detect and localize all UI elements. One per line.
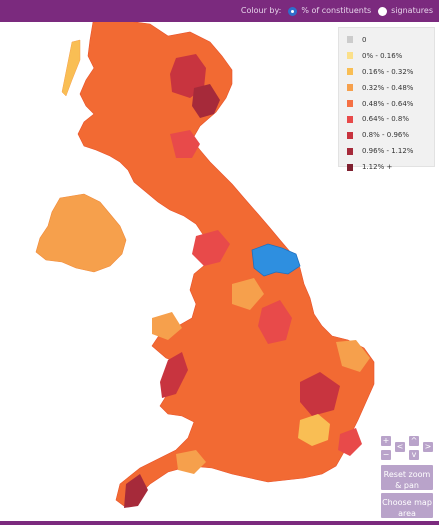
legend-item: 0.48% - 0.64% bbox=[347, 96, 434, 112]
zoom-in-button[interactable]: + bbox=[381, 436, 391, 446]
pan-up-button[interactable]: ^ bbox=[409, 436, 419, 446]
legend-item: 0% - 0.16% bbox=[347, 48, 434, 64]
wales-patch[interactable] bbox=[160, 352, 188, 398]
pan-right-button[interactable]: > bbox=[423, 442, 433, 452]
legend-item: 0.96% - 1.12% bbox=[347, 143, 434, 159]
legend-item: 0.16% - 0.32% bbox=[347, 64, 434, 80]
north-east-patch[interactable] bbox=[192, 84, 220, 118]
legend-label: 0.16% - 0.32% bbox=[362, 67, 414, 76]
legend-label: 0 bbox=[362, 35, 367, 44]
legend-label: 1.12% + bbox=[362, 163, 393, 172]
highland-patch[interactable] bbox=[170, 54, 206, 98]
midlands-patch[interactable] bbox=[258, 300, 292, 344]
highlighted-constituency[interactable] bbox=[251, 243, 301, 277]
legend-label: 0.32% - 0.48% bbox=[362, 83, 414, 92]
percent-constituents-label[interactable]: % of constituents bbox=[301, 6, 372, 15]
wales-light[interactable] bbox=[152, 312, 182, 340]
kent-patch[interactable] bbox=[338, 428, 362, 456]
yorkshire-light[interactable] bbox=[232, 278, 264, 310]
legend-item: 0.32% - 0.48% bbox=[347, 80, 434, 96]
pan-down-button[interactable]: v bbox=[409, 450, 419, 460]
western-isles[interactable] bbox=[61, 39, 81, 97]
reset-zoom-button[interactable]: Reset zoom & pan bbox=[381, 465, 433, 490]
percent-constituents-radio[interactable] bbox=[288, 6, 298, 16]
central-belt-patch[interactable] bbox=[170, 130, 200, 158]
legend-label: 0.96% - 1.12% bbox=[362, 147, 414, 156]
great-britain-outline[interactable] bbox=[77, 22, 375, 507]
legend-label: 0.48% - 0.64% bbox=[362, 99, 414, 108]
top-bar: Colour by: % of constituents signatures bbox=[0, 0, 439, 22]
signatures-radio[interactable] bbox=[378, 6, 388, 16]
legend-item: 0.64% - 0.8% bbox=[347, 111, 434, 127]
legend-label: 0% - 0.16% bbox=[362, 51, 403, 60]
legend-swatch bbox=[347, 100, 353, 107]
zoom-out-button[interactable]: − bbox=[381, 450, 391, 460]
uk-constituency-map[interactable] bbox=[0, 22, 439, 521]
south-west-patch[interactable] bbox=[124, 474, 148, 508]
colour-by-selector: Colour by: % of constituents signatures bbox=[241, 3, 433, 19]
cumbria-patch[interactable] bbox=[192, 230, 230, 266]
pan-left-button[interactable]: < bbox=[395, 442, 405, 452]
legend-swatch bbox=[347, 36, 353, 44]
cornwall-light[interactable] bbox=[176, 450, 206, 474]
legend-swatch bbox=[347, 68, 353, 76]
legend-swatch bbox=[347, 84, 353, 92]
choose-map-area-button[interactable]: Choose map area bbox=[381, 493, 433, 518]
northern-ireland-outline[interactable] bbox=[35, 193, 127, 273]
legend-swatch bbox=[347, 163, 353, 171]
legend-item: 0.8% - 0.96% bbox=[347, 127, 434, 143]
signatures-label[interactable]: signatures bbox=[391, 6, 433, 15]
anglia-light[interactable] bbox=[336, 340, 370, 372]
london-area[interactable] bbox=[298, 414, 330, 446]
constituency-patches bbox=[124, 54, 362, 508]
colour-by-label: Colour by: bbox=[240, 6, 282, 15]
legend-label: 0.8% - 0.96% bbox=[362, 131, 409, 140]
light-patches bbox=[152, 278, 370, 474]
legend-swatch bbox=[347, 147, 353, 155]
legend-swatch bbox=[347, 52, 353, 60]
east-patch[interactable] bbox=[300, 372, 340, 416]
legend-label: 0.64% - 0.8% bbox=[362, 115, 409, 124]
legend-item: 1.12% + bbox=[347, 159, 434, 175]
legend: 0 0% - 0.16% 0.16% - 0.32% 0.32% - 0.48%… bbox=[338, 27, 435, 171]
bottom-bar bbox=[0, 521, 439, 525]
legend-swatch bbox=[347, 115, 353, 123]
legend-swatch bbox=[347, 131, 353, 139]
legend-item: 0 bbox=[347, 32, 434, 48]
